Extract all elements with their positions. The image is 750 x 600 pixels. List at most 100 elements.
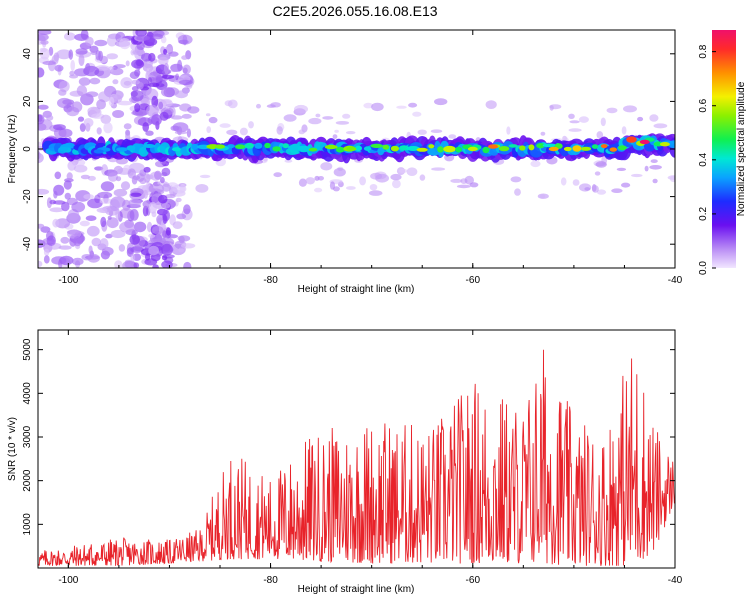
heatmap-speckle	[180, 243, 196, 249]
heatmap-speckle	[419, 174, 426, 181]
heatmap-speckle	[178, 247, 185, 253]
heatmap-band-core	[264, 142, 271, 149]
colorbar-ticks: 0.0 0.2 0.4 0.6 0.8	[698, 44, 716, 275]
heatmap-speckle	[69, 158, 86, 167]
heatmap-speckle	[406, 167, 418, 176]
heatmap-speckle	[108, 66, 114, 73]
heatmap-speckle	[164, 62, 169, 75]
heatmap-band-core	[542, 143, 557, 148]
heatmap-peak	[58, 146, 69, 152]
heatmap-speckle	[369, 184, 378, 191]
heatmap-speckle	[298, 129, 305, 135]
heatmap-peak	[488, 144, 498, 149]
heatmap-band-core	[227, 144, 235, 149]
heatmap-speckle	[469, 182, 479, 188]
heatmap-speckle	[103, 122, 113, 134]
heatmap-speckle	[68, 49, 74, 60]
heatmap-speckle	[105, 233, 113, 239]
heatmap-band-core	[482, 146, 490, 154]
heatmap-speckle	[448, 134, 457, 139]
heatmap-peak	[639, 139, 650, 145]
heatmap-speckle	[273, 172, 283, 178]
heatmap-x-label: Height of straight line (km)	[298, 284, 415, 295]
heatmap-speckle	[53, 190, 58, 199]
heatmap-speckle	[118, 244, 126, 252]
heatmap-band-core	[609, 147, 617, 152]
heatmap-speckle	[131, 86, 139, 92]
heatmap-speckle	[71, 101, 83, 113]
heatmap-band-core	[335, 146, 345, 153]
heatmap-speckle	[205, 113, 211, 117]
heatmap-band-core	[126, 145, 136, 151]
heatmap-speckle	[148, 52, 156, 62]
heatmap-speckle	[317, 176, 324, 181]
heatmap-speckle	[179, 183, 186, 193]
heatmap-speckle	[129, 71, 140, 79]
chart-title: C2E5.2026.055.16.08.E13	[272, 3, 437, 19]
heatmap-speckle	[76, 85, 88, 97]
heatmap-speckle	[61, 201, 70, 212]
heatmap-speckle	[464, 175, 474, 185]
snr-frame	[37, 329, 676, 569]
heatmap-speckle	[621, 126, 627, 135]
heatmap-speckle	[160, 176, 165, 184]
heatmap-speckle	[649, 165, 662, 170]
heatmap-speckle	[88, 245, 93, 255]
heatmap-speckle	[99, 207, 108, 213]
heatmap-speckle	[38, 141, 43, 147]
heatmap-speckle	[363, 102, 374, 109]
heatmap-speckle	[100, 181, 115, 192]
heatmap-speckle	[568, 128, 582, 132]
heatmap-speckle	[175, 197, 182, 203]
colorbar: 0.0 0.2 0.4 0.6 0.8 Normalized spectral ampl…	[698, 30, 747, 275]
heatmap-speckle	[129, 209, 139, 221]
heatmap-speckle	[371, 102, 384, 112]
heatmap-band-core	[254, 142, 263, 149]
heatmap-speckle	[48, 46, 54, 56]
heatmap-speckle	[39, 47, 47, 53]
heatmap-speckle	[606, 107, 618, 114]
heatmap-speckle	[600, 117, 606, 127]
heatmap-speckle	[181, 113, 192, 119]
heatmap-speckle	[186, 83, 193, 89]
heatmap-peak	[467, 146, 478, 152]
heatmap-speckle	[100, 114, 112, 125]
heatmap-speckle	[143, 166, 151, 173]
heatmap-x-ticks: -100 -80 -60 -40	[58, 30, 683, 286]
heatmap-speckle	[333, 167, 346, 177]
heatmap-peak	[346, 146, 357, 152]
heatmap-band-core	[416, 147, 428, 152]
heatmap-speckle	[46, 235, 56, 246]
heatmap-speckle	[151, 114, 162, 126]
heatmap-speckle	[560, 177, 567, 186]
heatmap-speckle	[85, 91, 99, 98]
colorbar-label: Normalized spectral amplitude	[736, 81, 747, 216]
heatmap-speckle	[85, 63, 91, 73]
heatmap-speckle	[456, 184, 471, 189]
heatmap-speckle	[370, 172, 383, 180]
heatmap-speckle	[162, 214, 167, 224]
heatmap-speckle	[616, 167, 627, 171]
heatmap-speckle	[46, 197, 52, 209]
heatmap-speckle	[49, 207, 64, 213]
snr-y-tick-label: 5000	[22, 338, 33, 361]
heatmap-speckle	[55, 218, 70, 229]
heatmap-speckle	[506, 126, 511, 135]
heatmap-speckle	[112, 79, 119, 85]
heatmap-speckle	[64, 192, 72, 200]
heatmap-speckle	[159, 100, 173, 107]
heatmap-speckle	[87, 198, 103, 209]
heatmap-speckle	[174, 90, 188, 99]
colorbar-tick-label: 0.8	[698, 44, 709, 58]
heatmap-speckle	[161, 74, 175, 79]
heatmap-speckle	[158, 194, 168, 204]
heatmap-speckle	[148, 183, 165, 194]
heatmap-speckle	[99, 238, 109, 250]
heatmap-speckle	[100, 216, 107, 228]
heatmap-speckle	[142, 205, 149, 217]
heatmap-y-tick-label: 0	[22, 146, 33, 152]
heatmap-speckle	[315, 113, 321, 118]
heatmap-speckle	[151, 95, 159, 108]
heatmap-band-core	[437, 146, 444, 153]
